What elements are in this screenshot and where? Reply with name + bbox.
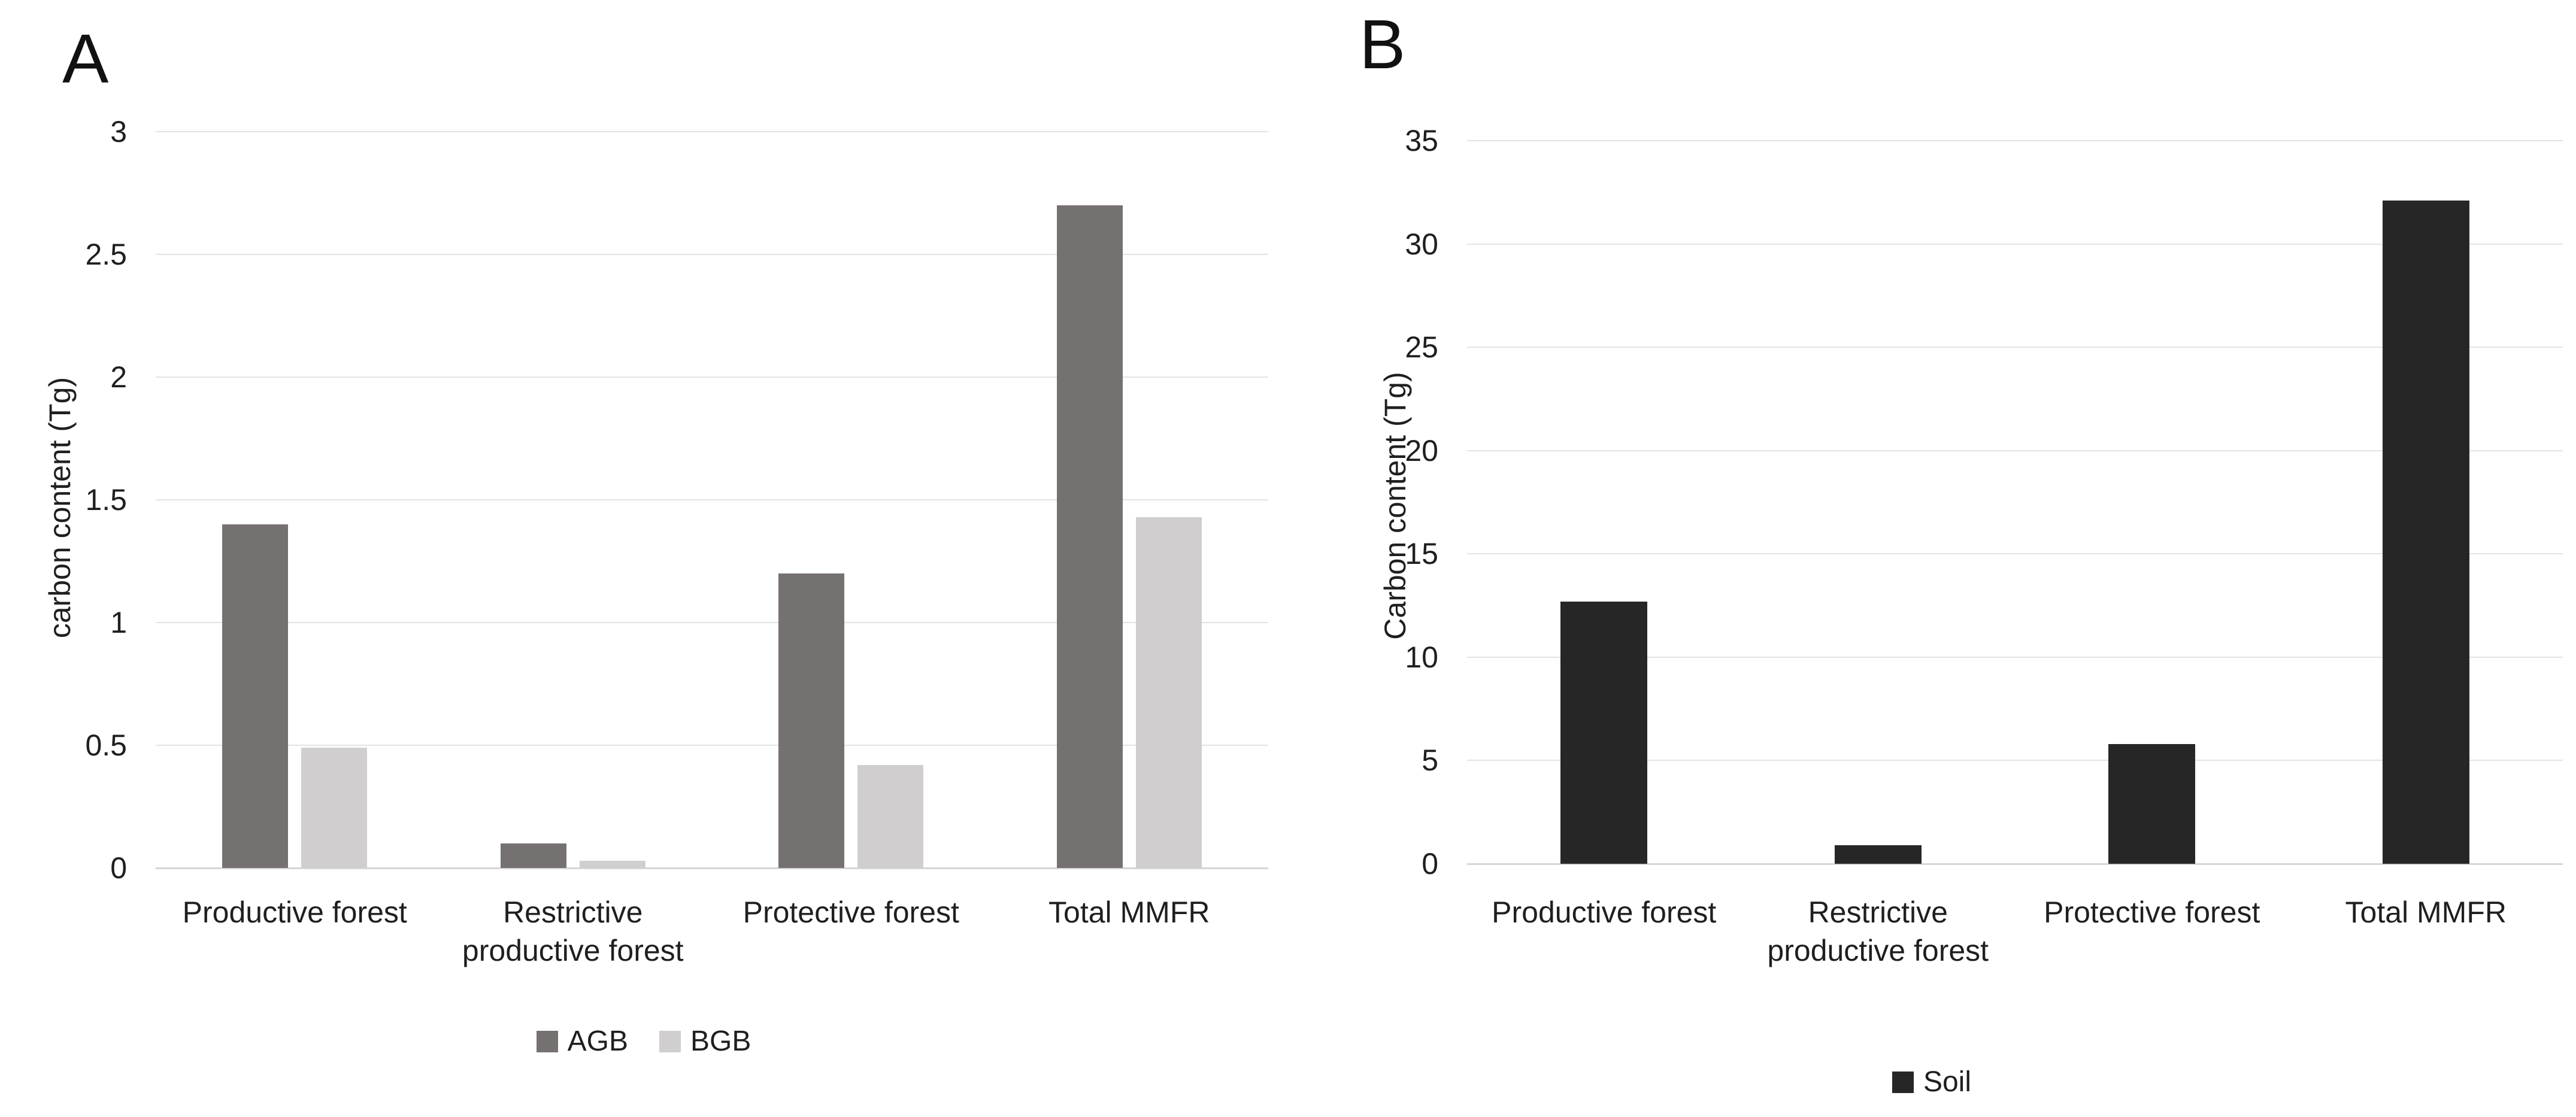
bar-bgb-restrictive (579, 860, 645, 868)
y-tick-label: 1 (110, 606, 127, 639)
y-tick-label: 35 (1405, 124, 1438, 157)
panel-b-soil-carbon-chart: B Carbon content (Tg) 0 5 10 15 20 25 30 35 Prod… (1287, 0, 2576, 1117)
x-category-label-line: productive forest (462, 934, 684, 967)
gridline (1467, 450, 2563, 451)
legend-label: Soil (1923, 1066, 1972, 1098)
gridline (156, 377, 1268, 378)
panel-b-label: B (1359, 5, 1406, 83)
x-axis-line (1467, 863, 2563, 865)
x-axis-line (156, 867, 1268, 869)
legend-item-soil: Soil (1892, 1066, 1971, 1098)
bar-agb-restrictive (500, 843, 566, 868)
gridline (156, 254, 1268, 255)
gridline (1467, 140, 2563, 141)
y-tick-label: 0.5 (85, 729, 127, 762)
gridline (1467, 760, 2563, 761)
x-category-label-line: Total MMFR (1048, 896, 1210, 929)
y-tick-label: 1.5 (85, 483, 127, 517)
gridline (156, 499, 1268, 500)
bar-bgb-protective-forest (857, 764, 924, 868)
y-tick-label: 10 (1405, 640, 1438, 674)
y-tick-label: 0 (1422, 847, 1438, 881)
legend-item-agb: AGB (536, 1025, 628, 1058)
panel-b-y-axis-title: Carbon content (Tg) (1378, 372, 1412, 640)
x-category-label: Productive forest (139, 893, 450, 931)
legend-label: BGB (690, 1025, 751, 1057)
legend-item-bgb: BGB (659, 1025, 751, 1058)
bar-soil-restrictive (1834, 845, 1922, 864)
gridline (156, 622, 1268, 623)
gridline (1467, 243, 2563, 245)
x-category-label-line: Productive forest (1492, 896, 1717, 929)
legend-swatch-bgb (659, 1030, 681, 1052)
gridline (1467, 553, 2563, 555)
y-tick-label: 5 (1422, 743, 1438, 778)
y-tick-label: 2 (110, 360, 127, 394)
legend-swatch-agb (536, 1030, 558, 1052)
gridline (156, 131, 1268, 132)
x-category-label-line: Productive forest (182, 896, 407, 929)
x-category-label-line: Total MMFR (2345, 896, 2507, 929)
y-tick-label: 15 (1405, 537, 1438, 571)
legend-swatch-soil (1892, 1071, 1914, 1093)
y-tick-label: 30 (1405, 227, 1438, 261)
legend-label: AGB (567, 1025, 628, 1057)
x-category-label: Restrictive productive forest (417, 893, 729, 970)
bar-soil-total-mmfr (2382, 201, 2469, 864)
panel-a-biomass-carbon-chart: A carbon content (Tg) 0 0.5 1 1.5 2 2.5 3 Produ… (0, 0, 1287, 1117)
bar-soil-protective-forest (2108, 743, 2196, 864)
panel-a-legend: AGB BGB (0, 1025, 1287, 1058)
x-category-label-line: Protective forest (743, 896, 959, 929)
x-category-label: Total MMFR (974, 893, 1285, 931)
bar-bgb-productive-forest (301, 748, 368, 868)
x-category-label-line: Restrictive (503, 896, 643, 929)
x-category-label: Protective forest (695, 893, 1007, 931)
x-category-label: Productive forest (1448, 893, 1760, 931)
x-category-label: Protective forest (1996, 893, 2308, 931)
y-tick-label: 2.5 (85, 238, 127, 271)
y-tick-label: 0 (110, 851, 127, 885)
x-category-label-line: Protective forest (2044, 896, 2260, 929)
gridline (1467, 656, 2563, 658)
bar-soil-productive-forest (1560, 601, 1648, 864)
bar-agb-total-mmfr (1056, 205, 1123, 868)
gridline (156, 745, 1268, 746)
y-tick-label: 3 (110, 115, 127, 148)
bar-bgb-total-mmfr (1135, 517, 1202, 868)
x-category-label: Total MMFR (2270, 893, 2576, 931)
panel-b-legend: Soil (1287, 1066, 2576, 1098)
bar-agb-productive-forest (222, 524, 289, 868)
y-tick-label: 25 (1405, 330, 1438, 365)
x-category-label-line: productive forest (1767, 934, 1989, 967)
gridline (1467, 347, 2563, 348)
x-category-label-line: Restrictive (1808, 896, 1948, 929)
x-category-label: Restrictive productive forest (1722, 893, 2033, 970)
y-tick-label: 20 (1405, 433, 1438, 468)
bar-agb-protective-forest (778, 573, 845, 868)
panel-a-label: A (62, 20, 109, 98)
